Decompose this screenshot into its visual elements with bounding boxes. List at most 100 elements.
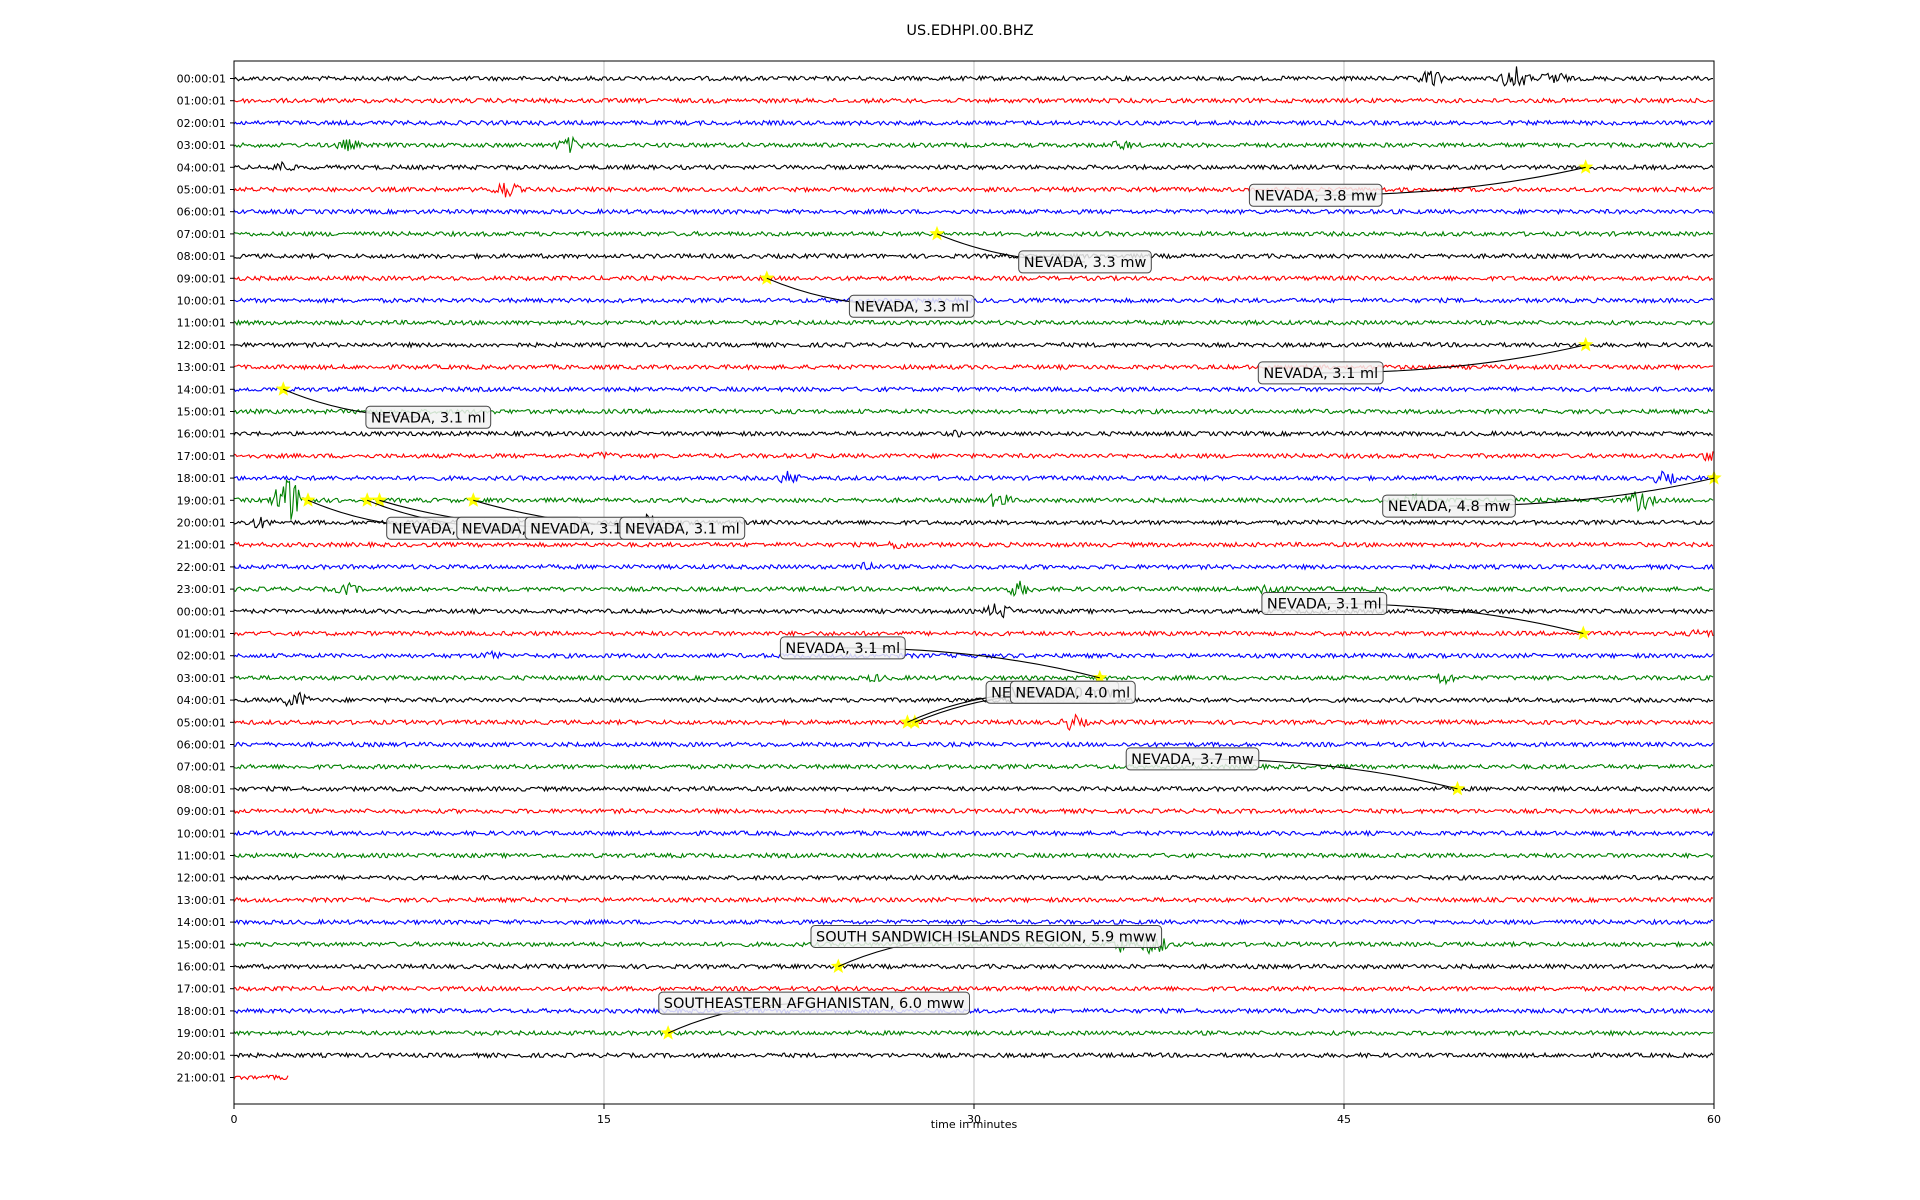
y-tick-label: 18:00:01 — [177, 472, 226, 485]
y-tick-label: 18:00:01 — [177, 1005, 226, 1018]
annotation-box — [848, 294, 975, 318]
trace-row-38 — [233, 918, 1714, 926]
event-star-marker — [660, 1025, 676, 1040]
trace-row-14 — [233, 385, 1714, 393]
event-annotation: NEVADA, 3.1 ml — [1257, 361, 1384, 385]
y-tick-label: 12:00:01 — [177, 339, 226, 352]
y-tick-label: 21:00:01 — [177, 539, 226, 552]
annotation-box — [619, 516, 746, 540]
annotation-label: NEVADA, 3.1 ml — [530, 521, 645, 537]
y-tick-label: 10:00:01 — [177, 827, 226, 840]
event-star-marker — [759, 270, 775, 285]
y-tick-label: 13:00:01 — [177, 894, 226, 907]
y-tick-label: 19:00:01 — [177, 1027, 226, 1040]
trace-row-8 — [233, 252, 1714, 260]
trace-row-23 — [233, 580, 1714, 598]
trace-row-17 — [233, 451, 1714, 462]
trace-row-29 — [233, 713, 1714, 732]
event-star-marker — [275, 381, 291, 396]
event-star-marker — [830, 958, 846, 973]
event-annotation: NEVADA, 4.0 ml — [1009, 680, 1136, 704]
y-tick-label: 17:00:01 — [177, 983, 226, 996]
trace-row-33 — [233, 807, 1714, 815]
trace-row-9 — [233, 274, 1714, 282]
trace-row-45 — [233, 1074, 289, 1081]
y-tick-label: 04:00:01 — [177, 161, 226, 174]
y-tick-label: 00:00:01 — [177, 605, 226, 618]
event-annotation: SOUTH SANDWICH ISLANDS REGION, 5.9 mww — [810, 925, 1163, 948]
y-tick-label: 16:00:01 — [177, 961, 226, 974]
trace-row-42 — [233, 1007, 1714, 1015]
annotation-label: NEVADA, 3.8 mw — [1254, 188, 1377, 204]
event-annotation: NEVADA, 4.8 mw — [1382, 494, 1516, 518]
y-tick-label: 21:00:01 — [177, 1072, 226, 1085]
annotation-box — [1018, 250, 1152, 274]
y-tick-label: 02:00:01 — [177, 650, 226, 663]
annotation-label: NEVADA, 3.3 mw — [1024, 255, 1147, 271]
y-tick-label: 04:00:01 — [177, 694, 226, 707]
y-tick-label: 07:00:01 — [177, 761, 226, 774]
annotation-box — [810, 925, 1163, 948]
trace-row-3 — [233, 135, 1714, 153]
trace-row-6 — [233, 208, 1714, 216]
y-tick-label: 09:00:01 — [177, 272, 226, 285]
event-star-marker — [359, 492, 375, 507]
y-tick-label: 06:00:01 — [177, 739, 226, 752]
y-tick-label: 02:00:01 — [177, 117, 226, 130]
trace-row-21 — [233, 540, 1714, 551]
y-tick-label: 03:00:01 — [177, 672, 226, 685]
y-tick-label: 07:00:01 — [177, 228, 226, 241]
trace-row-2 — [233, 119, 1714, 127]
trace-row-12 — [233, 341, 1714, 349]
event-star-marker — [1575, 625, 1591, 640]
annotation-label: NEVADA, 4.8 mw — [1388, 499, 1511, 515]
trace-row-30 — [233, 740, 1714, 748]
event-markers — [275, 159, 1722, 1040]
annotation-label: NEVADA, 3.1 ml — [1267, 597, 1382, 613]
trace-row-22 — [233, 561, 1714, 571]
annotation-box — [1125, 747, 1260, 771]
x-tick-label: 30 — [967, 1113, 981, 1126]
trace-row-0 — [233, 66, 1713, 87]
event-annotation: NEVADA, 3.1 ml — [1261, 592, 1388, 615]
event-star-marker — [1578, 336, 1594, 352]
y-tick-label: 16:00:01 — [177, 428, 226, 441]
trace-row-1 — [233, 97, 1714, 105]
event-star-marker — [465, 492, 481, 507]
y-tick-label: 10:00:01 — [177, 295, 226, 308]
y-tick-labels: 00:00:01 01:00:01 02:00:01 03:00:01 04:00:01… — [177, 73, 234, 1085]
trace-row-4 — [233, 160, 1714, 172]
y-tick-label: 15:00:01 — [177, 406, 226, 419]
annotation-box — [1261, 592, 1388, 615]
event-annotation: NEVADA, 3.1 ml — [779, 636, 906, 660]
event-annotation: SOUTHEASTERN AFGHANISTAN, 6.0 mww — [658, 991, 970, 1015]
annotation-box — [1009, 680, 1136, 704]
event-annotation: NEVADA, 3.1 ml — [619, 516, 746, 540]
chart-title: US.EDHPI.00.BHZ — [906, 23, 1033, 39]
trace-row-41 — [233, 984, 1714, 993]
y-tick-label: 06:00:01 — [177, 206, 226, 219]
x-axis-ticks: 0 15 30 45 60 — [231, 1104, 1721, 1126]
y-tick-label: 23:00:01 — [177, 583, 226, 596]
trace-row-37 — [233, 896, 1714, 904]
trace-row-27 — [233, 673, 1714, 686]
event-annotation: NEVADA, 3.3 ml — [848, 294, 975, 318]
annotation-label: NEVADA, 3.7 mw — [1131, 752, 1254, 768]
y-tick-label: 05:00:01 — [177, 716, 226, 729]
y-tick-label: 22:00:01 — [177, 561, 226, 574]
trace-row-5 — [233, 182, 1714, 198]
annotation-box — [1382, 494, 1516, 518]
event-star-marker — [1092, 669, 1108, 685]
y-tick-label: 15:00:01 — [177, 938, 226, 951]
y-tick-label: 11:00:01 — [177, 317, 226, 330]
event-annotation: NEVADA, 3.1 ml — [365, 405, 492, 429]
y-tick-label: 20:00:01 — [177, 517, 226, 530]
x-tick-label: 0 — [231, 1113, 238, 1126]
event-annotation: NEVADA, 3.7 mw — [1125, 747, 1260, 771]
trace-row-40 — [233, 962, 1714, 971]
y-tick-label: 01:00:01 — [177, 628, 226, 641]
trace-row-28 — [233, 691, 1714, 708]
trace-row-13 — [233, 363, 1714, 371]
event-star-marker — [371, 492, 388, 507]
